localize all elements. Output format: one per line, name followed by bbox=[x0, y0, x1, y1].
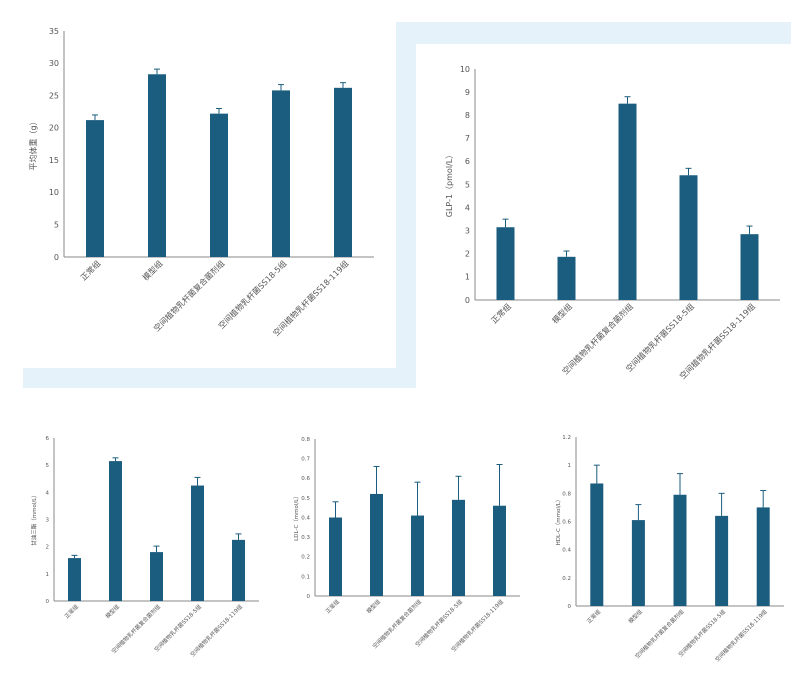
bar bbox=[673, 494, 687, 606]
bar bbox=[631, 520, 645, 606]
y-tick-label: 0.6 bbox=[562, 519, 571, 525]
bar bbox=[210, 113, 228, 257]
bar bbox=[191, 485, 204, 601]
y-tick-label: 0.4 bbox=[301, 515, 310, 521]
bar bbox=[232, 539, 245, 601]
decor-band-bottom-left bbox=[23, 368, 418, 388]
y-tick-label: 0.6 bbox=[301, 476, 310, 482]
y-tick-label: 8 bbox=[465, 111, 470, 120]
bar bbox=[557, 256, 576, 300]
y-axis-label: 甘油三酯（mmol/L） bbox=[30, 492, 38, 546]
bar bbox=[150, 552, 163, 601]
x-category-label: 空间植物乳杆菌复合菌剂组 bbox=[151, 258, 226, 333]
y-tick-label: 0 bbox=[54, 253, 59, 262]
y-tick-label: 0.7 bbox=[301, 457, 310, 463]
y-tick-label: 5 bbox=[54, 221, 59, 230]
bar bbox=[756, 507, 770, 606]
bar bbox=[334, 87, 352, 257]
y-tick-label: 1 bbox=[46, 572, 50, 578]
y-tick-label: 6 bbox=[465, 157, 470, 166]
bar bbox=[86, 120, 104, 257]
bar bbox=[68, 558, 81, 601]
x-category-label: 模型组 bbox=[140, 258, 164, 282]
y-tick-label: 3 bbox=[46, 517, 50, 523]
x-category-label: 空间植物乳杆菌复合菌剂组 bbox=[560, 301, 635, 376]
bar bbox=[740, 234, 759, 300]
bar bbox=[370, 493, 383, 596]
y-tick-label: 0.8 bbox=[562, 491, 571, 497]
bar bbox=[496, 227, 515, 300]
y-tick-label: 0 bbox=[307, 594, 311, 600]
y-tick-label: 2 bbox=[465, 250, 470, 259]
bar bbox=[272, 90, 290, 257]
x-category-label: 模型组 bbox=[550, 301, 574, 325]
y-tick-label: 3 bbox=[465, 227, 470, 236]
x-category-label: 模型组 bbox=[104, 602, 122, 620]
y-tick-label: 0.2 bbox=[301, 555, 310, 561]
x-category-label: 空间植物乳杆菌SS18-5组 bbox=[624, 301, 696, 373]
x-category-label: 正常组 bbox=[63, 602, 81, 620]
y-tick-label: 0.3 bbox=[301, 535, 310, 541]
y-tick-label: 7 bbox=[465, 134, 470, 143]
bar bbox=[715, 515, 729, 606]
x-category-label: 空间植物乳杆菌SS18-5组 bbox=[216, 258, 288, 330]
x-category-label: 正常组 bbox=[585, 607, 603, 625]
y-tick-label: 2 bbox=[46, 545, 50, 551]
y-tick-label: 10 bbox=[49, 188, 59, 197]
y-tick-label: 6 bbox=[46, 436, 50, 442]
bar bbox=[590, 483, 604, 606]
x-category-label: 模型组 bbox=[365, 597, 383, 615]
bar bbox=[148, 74, 166, 258]
y-tick-label: 1.2 bbox=[562, 435, 571, 441]
y-tick-label: 0.1 bbox=[301, 574, 310, 580]
y-tick-label: 1 bbox=[568, 463, 572, 469]
y-tick-label: 4 bbox=[46, 490, 50, 496]
y-tick-label: 1 bbox=[465, 273, 470, 282]
y-axis-label: 平均体重（g） bbox=[28, 117, 38, 170]
y-tick-label: 0.5 bbox=[301, 496, 310, 502]
panel-glp1 bbox=[416, 44, 791, 390]
y-tick-label: 30 bbox=[49, 59, 59, 68]
bar bbox=[618, 103, 637, 301]
y-tick-label: 5 bbox=[46, 463, 50, 469]
y-tick-label: 15 bbox=[49, 156, 59, 165]
x-category-label: 模型组 bbox=[626, 607, 644, 625]
bar bbox=[411, 515, 424, 596]
bar bbox=[452, 499, 465, 596]
y-tick-label: 0.2 bbox=[562, 576, 571, 582]
y-tick-label: 0 bbox=[46, 599, 50, 605]
x-category-label: 正常组 bbox=[489, 301, 513, 325]
y-axis-label: GLP-1（pmol/L） bbox=[445, 151, 454, 217]
y-tick-label: 0 bbox=[465, 296, 470, 305]
bar bbox=[109, 461, 122, 601]
y-tick-label: 10 bbox=[460, 65, 470, 74]
y-tick-label: 9 bbox=[465, 88, 470, 97]
bar bbox=[329, 517, 342, 596]
y-tick-label: 35 bbox=[49, 27, 59, 36]
y-tick-label: 5 bbox=[465, 180, 470, 189]
y-tick-label: 0.8 bbox=[301, 437, 310, 443]
bar bbox=[493, 505, 506, 596]
y-tick-label: 0.4 bbox=[562, 548, 571, 554]
y-tick-label: 20 bbox=[49, 124, 59, 133]
y-axis-label: LDL-C（mmol/L） bbox=[293, 493, 300, 541]
y-tick-label: 25 bbox=[49, 91, 59, 100]
x-category-label: 正常组 bbox=[324, 597, 342, 615]
decor-band-vertical bbox=[396, 22, 416, 388]
decor-band-top-right bbox=[396, 22, 791, 44]
x-category-label: 正常组 bbox=[78, 258, 102, 282]
bar bbox=[679, 175, 698, 300]
x-category-label: 空间植物乳杆菌SS18-5组 bbox=[676, 607, 727, 658]
y-axis-label: HDL-C（mmol/L） bbox=[555, 497, 562, 546]
y-tick-label: 4 bbox=[465, 203, 470, 212]
y-tick-label: 0 bbox=[568, 604, 572, 610]
